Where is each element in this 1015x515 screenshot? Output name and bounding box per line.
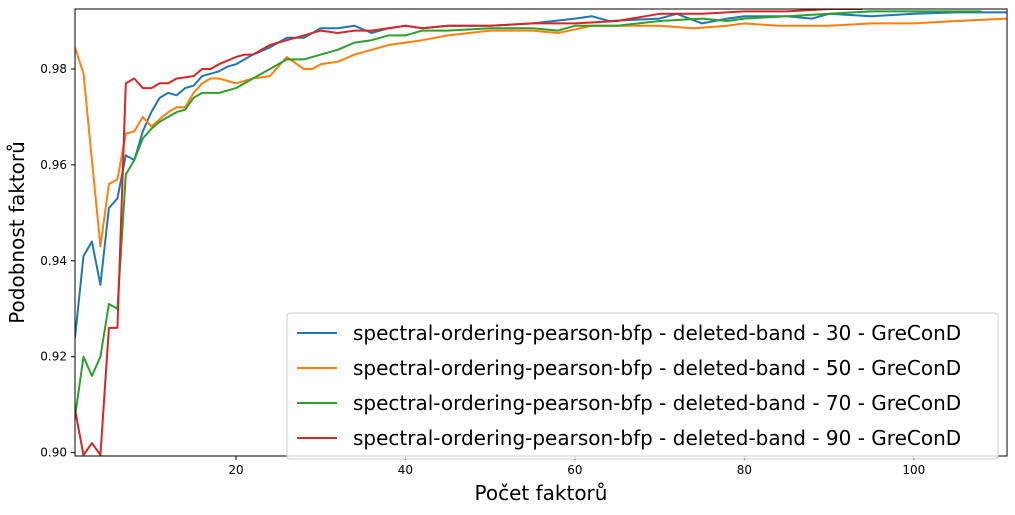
x-tick-label: 80 bbox=[737, 463, 752, 477]
legend: spectral-ordering-pearson-bfp - deleted-… bbox=[286, 312, 999, 460]
legend-label: spectral-ordering-pearson-bfp - deleted-… bbox=[353, 321, 961, 345]
x-tick-label: 40 bbox=[398, 463, 413, 477]
x-axis-title: Počet faktorů bbox=[475, 481, 608, 505]
series-line-3 bbox=[75, 10, 982, 417]
legend-label: spectral-ordering-pearson-bfp - deleted-… bbox=[353, 356, 961, 380]
y-tick-label: 0.90 bbox=[40, 446, 67, 460]
plot-lines bbox=[75, 9, 1007, 456]
series-line-2 bbox=[75, 17, 1007, 248]
series-line-1 bbox=[75, 11, 1007, 338]
legend-label: spectral-ordering-pearson-bfp - deleted-… bbox=[353, 426, 961, 450]
y-tick-label: 0.92 bbox=[40, 350, 67, 364]
x-tick-label: 20 bbox=[228, 463, 243, 477]
legend-label: spectral-ordering-pearson-bfp - deleted-… bbox=[353, 391, 961, 415]
y-tick-label: 0.96 bbox=[40, 158, 67, 172]
y-tick-label: 0.94 bbox=[40, 254, 67, 268]
y-tick-label: 0.98 bbox=[40, 62, 67, 76]
legend-box bbox=[286, 312, 999, 460]
x-tick-label: 60 bbox=[567, 463, 582, 477]
y-axis: 0.90 0.92 0.94 0.96 0.98 bbox=[40, 62, 75, 460]
y-axis-title: Podobnost faktorů bbox=[5, 141, 29, 324]
series-line-4 bbox=[75, 9, 863, 456]
x-tick-label: 100 bbox=[902, 463, 925, 477]
